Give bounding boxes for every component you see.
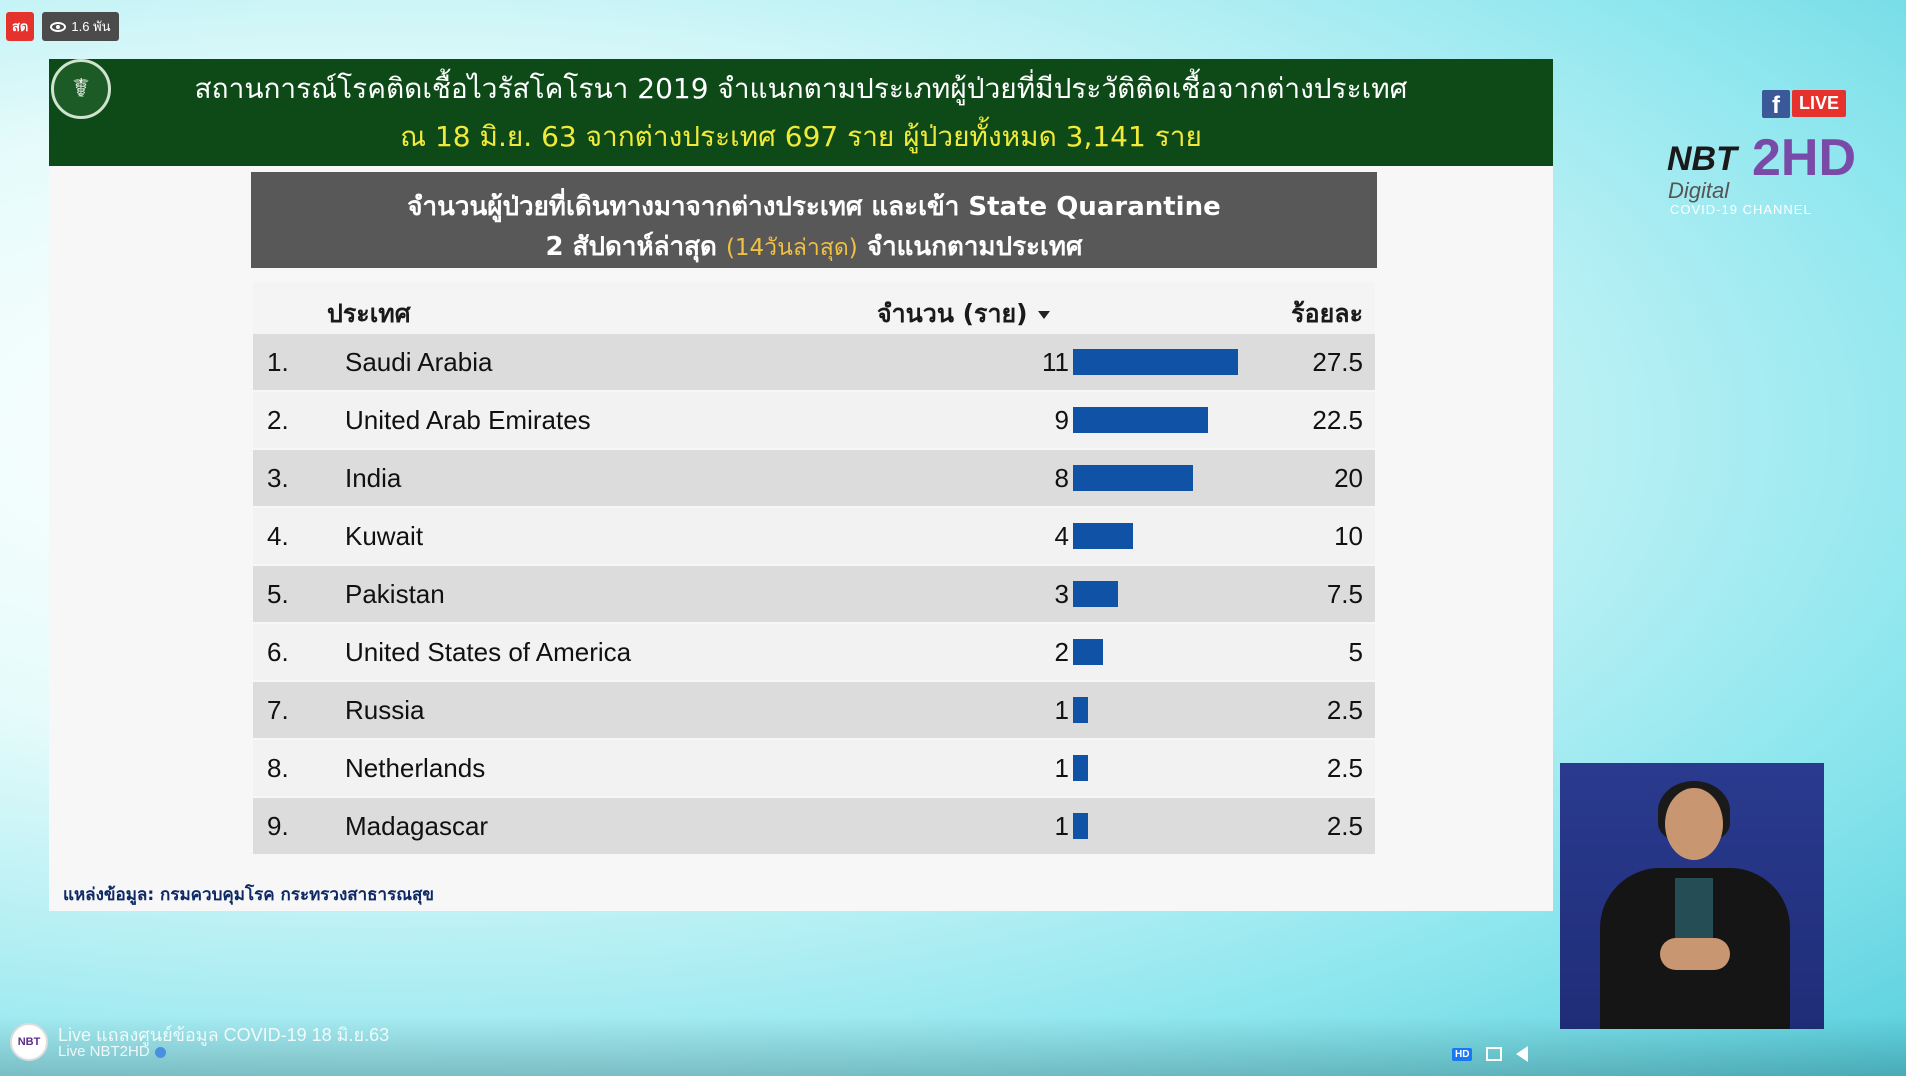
eye-icon [50,21,67,32]
count-bar [1073,813,1088,839]
digital-wordmark: Digital [1668,178,1730,203]
column-header-count[interactable]: จำนวน (ราย) [877,294,1050,334]
row-rank: 1. [267,347,289,377]
table-row: 8. Netherlands 1 2.5 [253,740,1375,798]
player-controls: HD [1452,1046,1529,1062]
row-count: 9 [1054,405,1069,435]
chart-panel: จำนวนผู้ป่วยที่เดินทางมาจากต่างประเทศ แล… [251,172,1377,856]
row-country: Russia [345,695,425,725]
slide-title: สถานการณ์โรคติดเชื้อไวรัสโคโรนา 2019 จำแ… [194,72,1408,105]
row-rank: 7. [267,695,289,725]
slide-header: ☤ สถานการณ์โรคติดเชื้อไวรัสโคโรนา 2019 จ… [49,59,1553,166]
volume-icon[interactable] [1516,1046,1529,1062]
presentation-slide: ☤ สถานการณ์โรคติดเชื้อไวรัสโคโรนา 2019 จ… [49,59,1553,911]
row-count: 4 [1054,521,1069,551]
table-body: 1. Saudi Arabia 11 27.5 2. United Arab Emirat… [253,334,1375,856]
row-percent: 2.5 [1326,753,1363,783]
row-country: Kuwait [345,521,424,551]
row-percent: 5 [1348,637,1363,667]
table-row: 5. Pakistan 3 7.5 [253,566,1375,624]
video-title[interactable]: Live แถลงศูนย์ข้อมูล COVID-19 18 มิ.ย.63 [58,1025,390,1045]
row-country: United States of America [345,637,632,667]
slide-subtitle: ณ 18 มิ.ย. 63 จากต่างประเทศ 697 ราย ผู้ป… [400,120,1202,153]
table-row: 7. Russia 1 2.5 [253,682,1375,740]
table-row: 4. Kuwait 4 10 [253,508,1375,566]
row-rank: 5. [267,579,289,609]
row-count: 1 [1054,811,1069,841]
row-count: 1 [1054,695,1069,725]
data-source: แหล่งข้อมูล: กรมควบคุมโรค กระทรวงสาธารณส… [63,885,435,905]
verified-icon [154,1046,166,1058]
row-rank: 8. [267,753,289,783]
covid-channel-label: COVID-19 CHANNEL [1670,202,1812,217]
live-badge: สด [6,12,35,41]
table-row: 2. United Arab Emirates 9 22.5 [253,392,1375,450]
ministry-seal-icon: ☤ [51,59,111,119]
two-hd-logo: 2HD [1752,129,1857,187]
hd-quality-button[interactable]: HD [1452,1047,1473,1061]
row-rank: 3. [267,463,289,493]
top-badges: สด 1.6 พัน [6,12,119,41]
row-country: Pakistan [345,579,445,609]
sign-language-interpreter [1560,763,1824,1029]
count-bar [1073,407,1208,433]
view-count-badge: 1.6 พัน [42,12,119,41]
count-bar [1073,523,1133,549]
panel-title-highlight: (14วันล่าสุด) [725,235,858,261]
table-row: 3. India 8 20 [253,450,1375,508]
channel-name[interactable]: Live NBT2HD [58,1043,166,1060]
row-count: 8 [1054,463,1069,493]
row-rank: 9. [267,811,289,841]
panel-title-line1: จำนวนผู้ป่วยที่เดินทางมาจากต่างประเทศ แล… [407,192,1221,222]
row-rank: 6. [267,637,289,667]
fullscreen-icon[interactable] [1486,1047,1503,1061]
row-country: India [345,463,402,493]
row-percent: 22.5 [1312,405,1363,435]
channel-avatar[interactable]: NBT [10,1023,48,1061]
row-rank: 2. [267,405,289,435]
count-bar [1073,581,1118,607]
row-count: 2 [1054,637,1069,667]
row-percent: 2.5 [1326,811,1363,841]
panel-header: จำนวนผู้ป่วยที่เดินทางมาจากต่างประเทศ แล… [251,172,1377,268]
count-bar [1073,639,1103,665]
count-bar [1073,465,1193,491]
row-rank: 4. [267,521,289,551]
column-header-percent: ร้อยละ [1291,299,1363,328]
table-row: 9. Madagascar 1 2.5 [253,798,1375,856]
count-bar [1073,349,1238,375]
row-percent: 10 [1334,521,1363,551]
sort-down-icon[interactable] [1037,311,1050,319]
row-percent: 20 [1334,463,1363,493]
panel-title-line2: 2 สัปดาห์ล่าสุด (14วันล่าสุด) จำแนกตามปร… [545,232,1083,262]
count-bar [1073,755,1088,781]
row-percent: 2.5 [1326,695,1363,725]
player-bottom-bar [0,1016,1906,1076]
count-bar [1073,697,1088,723]
row-country: Saudi Arabia [345,347,493,377]
country-table: ประเทศ จำนวน (ราย) ร้อยละ 1. Saudi Arabia… [253,282,1375,856]
row-count: 3 [1054,579,1069,609]
row-country: Madagascar [345,811,489,841]
row-country: United Arab Emirates [345,405,591,435]
column-header-country: ประเทศ [327,299,411,328]
row-percent: 27.5 [1312,347,1363,377]
view-count: 1.6 พัน [71,19,111,34]
row-count: 11 [1042,347,1069,377]
table-row: 6. United States of America 2 5 [253,624,1375,682]
row-country: Netherlands [345,753,486,783]
facebook-icon: f [1762,90,1790,119]
live-label: LIVE [1792,90,1847,117]
row-count: 1 [1054,753,1069,783]
table-header: ประเทศ จำนวน (ราย) ร้อยละ [253,282,1375,334]
table-row: 1. Saudi Arabia 11 27.5 [253,334,1375,392]
nbt-wordmark: NBT [1667,140,1737,178]
row-percent: 7.5 [1326,579,1363,609]
